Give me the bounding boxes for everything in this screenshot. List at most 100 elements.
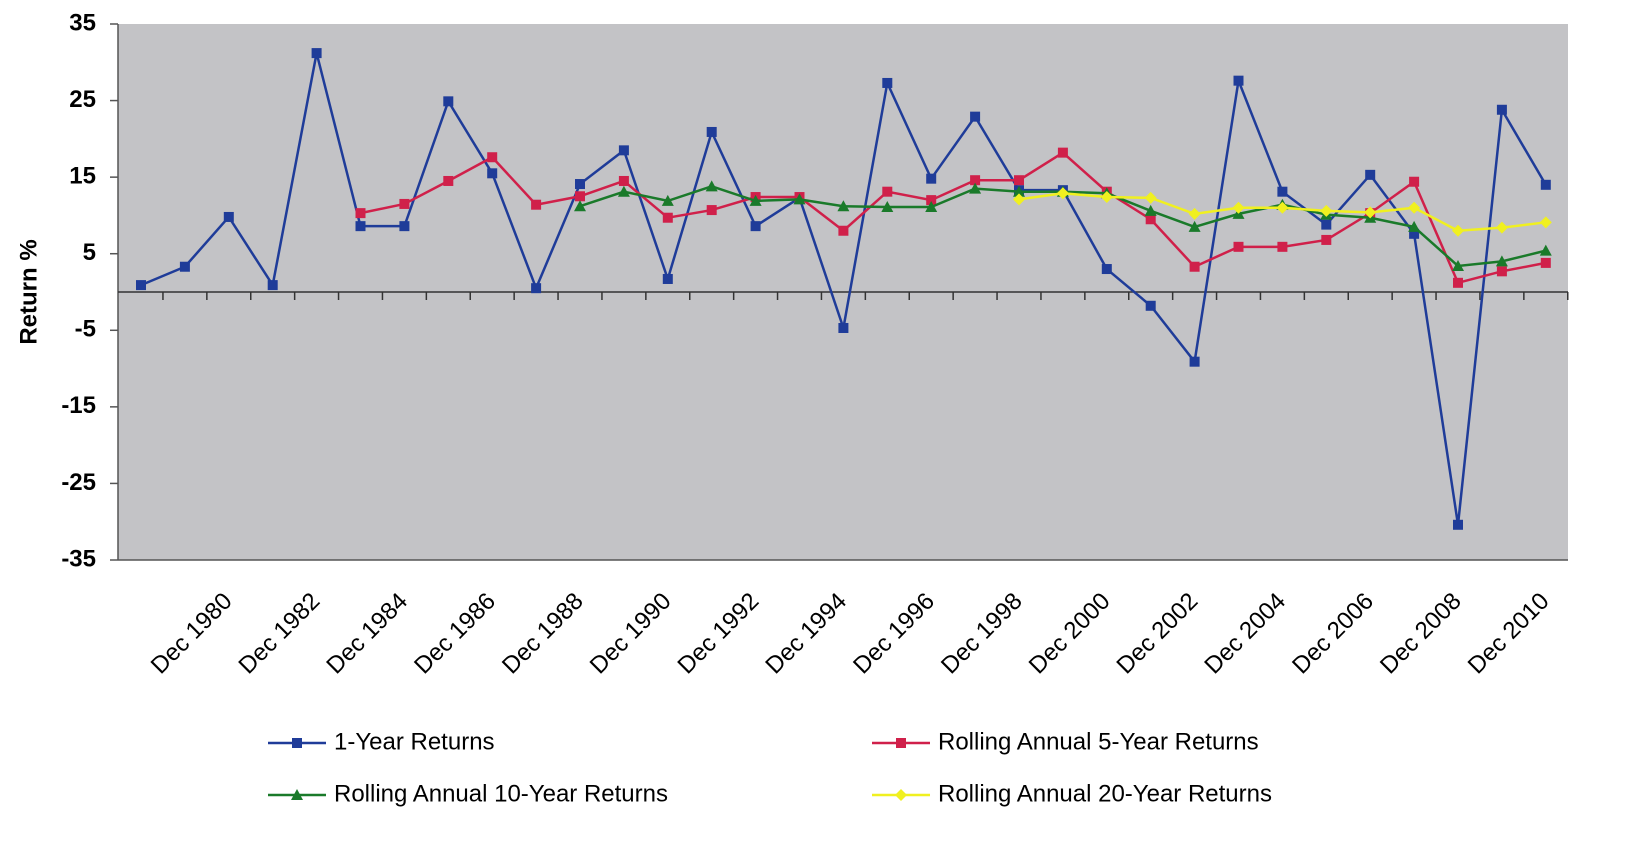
point — [618, 175, 629, 186]
x-tick-label: Dec 1994 — [760, 588, 852, 680]
point — [1540, 179, 1551, 190]
x-tick-label: Dec 2008 — [1375, 588, 1467, 680]
point — [1364, 206, 1377, 219]
point — [1233, 75, 1244, 86]
legend-label: 1-Year Returns — [334, 728, 495, 755]
point — [617, 185, 630, 197]
point — [1540, 257, 1551, 268]
point — [969, 182, 982, 194]
point — [1409, 176, 1420, 187]
point — [618, 145, 629, 156]
point — [1188, 220, 1201, 232]
point — [575, 179, 585, 190]
point — [399, 221, 410, 232]
point — [1408, 201, 1421, 214]
y-tick-label: -25 — [61, 469, 96, 496]
point — [750, 221, 761, 232]
point — [1539, 216, 1552, 229]
y-axis-title: Return % — [15, 239, 42, 344]
point — [531, 199, 542, 210]
point — [882, 77, 893, 88]
x-tick-label: Dec 1998 — [936, 588, 1028, 680]
point — [1409, 228, 1420, 239]
point — [1013, 193, 1025, 206]
x-tick-label: Dec 1982 — [234, 588, 326, 680]
point — [267, 280, 278, 291]
point — [487, 168, 498, 179]
point — [1452, 224, 1464, 237]
legend-marker — [895, 789, 907, 801]
legend-label: Rolling Annual 20-Year Returns — [938, 780, 1272, 807]
point — [1145, 300, 1156, 311]
point — [882, 186, 893, 197]
point — [970, 111, 981, 122]
legend-marker — [292, 738, 302, 748]
point — [926, 173, 937, 184]
point — [1453, 277, 1463, 288]
x-tick-label: Dec 2004 — [1199, 588, 1291, 680]
point — [1100, 191, 1113, 204]
x-tick-label: Dec 1986 — [409, 588, 501, 680]
point — [1321, 234, 1332, 245]
point — [1144, 191, 1157, 204]
point — [1189, 261, 1200, 272]
point — [1056, 187, 1069, 200]
x-tick-label: Dec 2000 — [1024, 588, 1116, 680]
point — [926, 195, 937, 206]
point — [706, 126, 717, 137]
y-tick-label: 25 — [69, 86, 96, 113]
point — [1539, 244, 1552, 256]
point — [136, 280, 146, 291]
point — [661, 194, 674, 206]
point — [1233, 241, 1244, 252]
point — [1452, 259, 1464, 271]
point — [1321, 219, 1332, 230]
point — [1495, 221, 1508, 234]
point — [1189, 356, 1200, 367]
legend-marker — [291, 789, 303, 800]
x-tick-label: Dec 1988 — [497, 588, 589, 680]
point — [355, 208, 366, 219]
x-tick-label: Dec 1990 — [585, 588, 677, 680]
point — [575, 191, 585, 202]
point — [1144, 204, 1157, 216]
point — [705, 180, 718, 192]
point — [706, 205, 717, 216]
point — [1495, 255, 1508, 267]
point — [1277, 186, 1288, 197]
x-tick-label: Dec 2010 — [1463, 588, 1555, 680]
point — [1276, 201, 1289, 214]
x-tick-label: Dec 1996 — [848, 588, 940, 680]
point — [531, 283, 542, 294]
point — [662, 273, 673, 284]
point — [574, 200, 586, 212]
point — [881, 201, 894, 213]
point — [1232, 201, 1245, 214]
point — [662, 212, 673, 223]
x-tick-label: Dec 2006 — [1287, 588, 1379, 680]
x-tick-label: Dec 1992 — [673, 588, 765, 680]
point — [1145, 214, 1156, 225]
point — [223, 211, 234, 222]
point — [179, 261, 190, 272]
point — [1496, 266, 1507, 277]
y-tick-label: -5 — [75, 316, 96, 343]
point — [1320, 204, 1333, 217]
point — [1365, 169, 1376, 180]
point — [487, 152, 498, 163]
point — [838, 225, 849, 236]
x-tick-label: Dec 2002 — [1112, 588, 1204, 680]
legend-label: Rolling Annual 5-Year Returns — [938, 728, 1259, 755]
point — [1101, 264, 1112, 275]
point — [443, 96, 454, 107]
point — [355, 221, 366, 232]
point — [1057, 147, 1068, 158]
point — [1496, 104, 1507, 115]
point — [793, 193, 806, 205]
point — [399, 198, 410, 209]
point — [925, 201, 938, 213]
point — [838, 322, 849, 333]
point — [1013, 185, 1025, 197]
x-tick-label: Dec 1980 — [146, 588, 238, 680]
